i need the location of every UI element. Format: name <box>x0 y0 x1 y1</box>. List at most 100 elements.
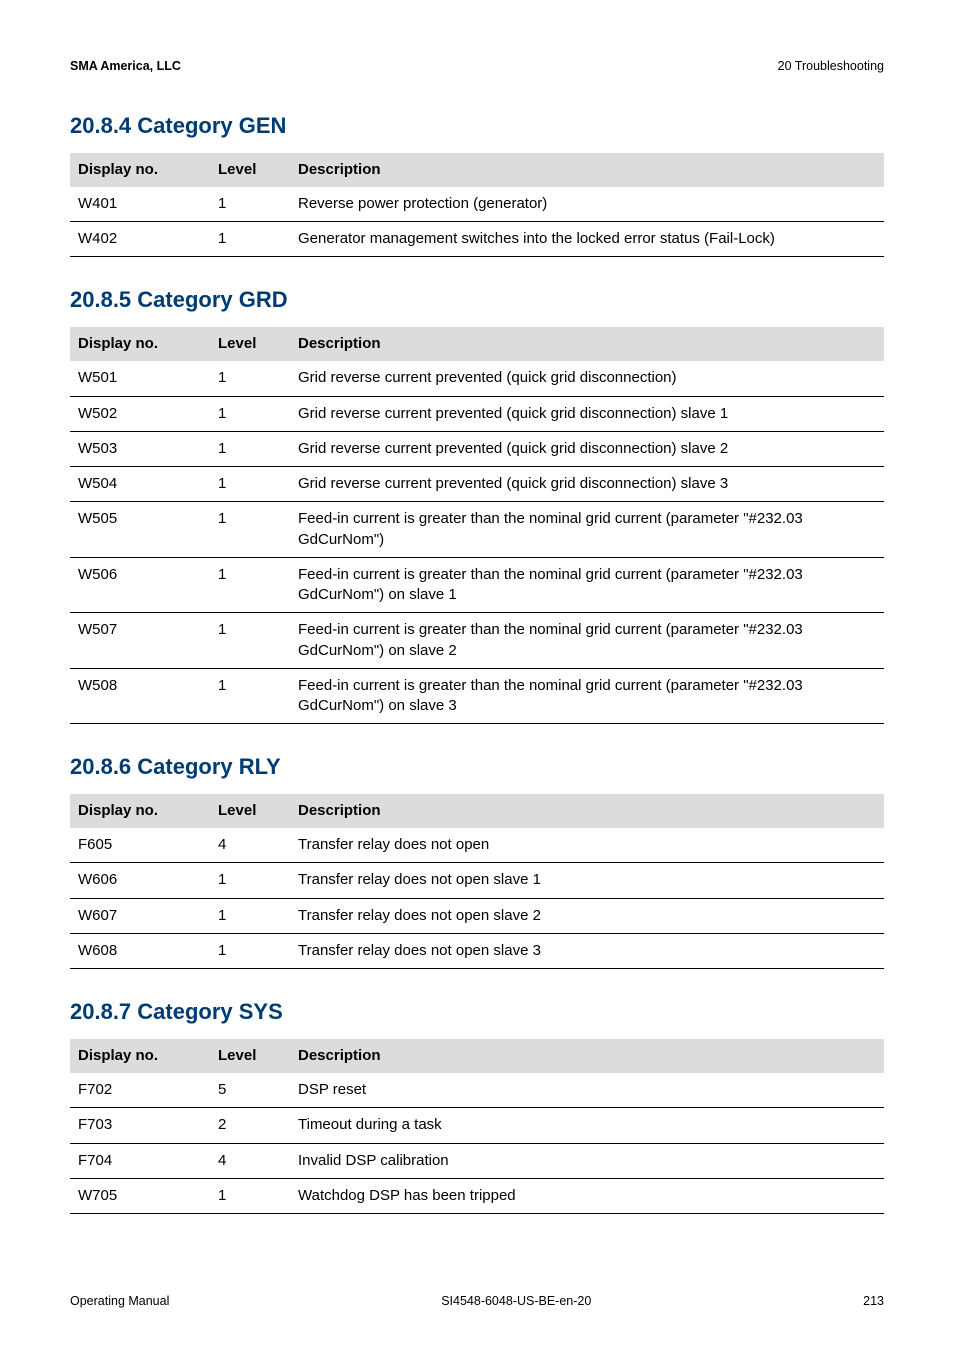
cell-description: Generator management switches into the l… <box>290 222 884 257</box>
cell-description: Grid reverse current prevented (quick gr… <box>290 467 884 502</box>
cell-display-no: W607 <box>70 898 210 933</box>
cell-level: 4 <box>210 828 290 863</box>
cell-level: 1 <box>210 557 290 613</box>
col-display-no: Display no. <box>70 794 210 828</box>
table-row: W608 1 Transfer relay does not open slav… <box>70 933 884 968</box>
page-footer: Operating Manual SI4548-6048-US-BE-en-20… <box>70 1293 884 1310</box>
table-row: W507 1 Feed-in current is greater than t… <box>70 613 884 669</box>
cell-level: 1 <box>210 467 290 502</box>
cell-display-no: W608 <box>70 933 210 968</box>
cell-display-no: W505 <box>70 502 210 558</box>
col-level: Level <box>210 1039 290 1073</box>
table-header-row: Display no. Level Description <box>70 794 884 828</box>
cell-display-no: W606 <box>70 863 210 898</box>
cell-description: Feed-in current is greater than the nomi… <box>290 502 884 558</box>
cell-level: 1 <box>210 431 290 466</box>
table-row: W505 1 Feed-in current is greater than t… <box>70 502 884 558</box>
cell-display-no: F703 <box>70 1108 210 1143</box>
cell-description: Invalid DSP calibration <box>290 1143 884 1178</box>
cell-display-no: F702 <box>70 1073 210 1108</box>
cell-description: Watchdog DSP has been tripped <box>290 1178 884 1213</box>
cell-display-no: W507 <box>70 613 210 669</box>
cell-display-no: W504 <box>70 467 210 502</box>
table-header-row: Display no. Level Description <box>70 153 884 187</box>
table-row: W501 1 Grid reverse current prevented (q… <box>70 361 884 396</box>
table-row: W401 1 Reverse power protection (generat… <box>70 187 884 222</box>
cell-display-no: W705 <box>70 1178 210 1213</box>
section-title: 20.8.4 Category GEN <box>70 111 884 141</box>
page-header: SMA America, LLC 20 Troubleshooting <box>70 58 884 75</box>
footer-left: Operating Manual <box>70 1293 169 1310</box>
col-display-no: Display no. <box>70 153 210 187</box>
table-row: W402 1 Generator management switches int… <box>70 222 884 257</box>
cell-display-no: W401 <box>70 187 210 222</box>
table-rly: Display no. Level Description F605 4 Tra… <box>70 794 884 969</box>
cell-level: 1 <box>210 396 290 431</box>
cell-description: Transfer relay does not open slave 1 <box>290 863 884 898</box>
section-title: 20.8.7 Category SYS <box>70 997 884 1027</box>
cell-level: 5 <box>210 1073 290 1108</box>
cell-level: 1 <box>210 187 290 222</box>
cell-display-no: W502 <box>70 396 210 431</box>
cell-description: Grid reverse current prevented (quick gr… <box>290 396 884 431</box>
table-row: W506 1 Feed-in current is greater than t… <box>70 557 884 613</box>
table-row: F703 2 Timeout during a task <box>70 1108 884 1143</box>
table-row: W503 1 Grid reverse current prevented (q… <box>70 431 884 466</box>
cell-display-no: F605 <box>70 828 210 863</box>
table-row: W606 1 Transfer relay does not open slav… <box>70 863 884 898</box>
cell-level: 2 <box>210 1108 290 1143</box>
cell-level: 1 <box>210 863 290 898</box>
table-row: F605 4 Transfer relay does not open <box>70 828 884 863</box>
cell-description: Feed-in current is greater than the nomi… <box>290 557 884 613</box>
header-left: SMA America, LLC <box>70 58 181 75</box>
table-row: W508 1 Feed-in current is greater than t… <box>70 668 884 724</box>
cell-level: 1 <box>210 1178 290 1213</box>
footer-center: SI4548-6048-US-BE-en-20 <box>441 1293 591 1310</box>
table-row: F702 5 DSP reset <box>70 1073 884 1108</box>
cell-description: Feed-in current is greater than the nomi… <box>290 613 884 669</box>
table-grd: Display no. Level Description W501 1 Gri… <box>70 327 884 724</box>
cell-display-no: W508 <box>70 668 210 724</box>
cell-description: Reverse power protection (generator) <box>290 187 884 222</box>
footer-right: 213 <box>863 1293 884 1310</box>
table-header-row: Display no. Level Description <box>70 1039 884 1073</box>
cell-display-no: W506 <box>70 557 210 613</box>
col-display-no: Display no. <box>70 1039 210 1073</box>
col-level: Level <box>210 327 290 361</box>
table-sys: Display no. Level Description F702 5 DSP… <box>70 1039 884 1214</box>
col-description: Description <box>290 153 884 187</box>
cell-description: Transfer relay does not open slave 3 <box>290 933 884 968</box>
cell-display-no: W402 <box>70 222 210 257</box>
table-row: W607 1 Transfer relay does not open slav… <box>70 898 884 933</box>
col-level: Level <box>210 794 290 828</box>
cell-level: 1 <box>210 613 290 669</box>
cell-display-no: F704 <box>70 1143 210 1178</box>
cell-level: 4 <box>210 1143 290 1178</box>
col-display-no: Display no. <box>70 327 210 361</box>
section-title: 20.8.6 Category RLY <box>70 752 884 782</box>
cell-description: Transfer relay does not open <box>290 828 884 863</box>
table-header-row: Display no. Level Description <box>70 327 884 361</box>
table-row: W504 1 Grid reverse current prevented (q… <box>70 467 884 502</box>
cell-display-no: W501 <box>70 361 210 396</box>
col-description: Description <box>290 794 884 828</box>
cell-level: 1 <box>210 222 290 257</box>
cell-level: 1 <box>210 898 290 933</box>
header-right: 20 Troubleshooting <box>778 58 884 75</box>
cell-level: 1 <box>210 502 290 558</box>
table-row: W705 1 Watchdog DSP has been tripped <box>70 1178 884 1213</box>
cell-description: Transfer relay does not open slave 2 <box>290 898 884 933</box>
table-row: F704 4 Invalid DSP calibration <box>70 1143 884 1178</box>
cell-level: 1 <box>210 933 290 968</box>
cell-level: 1 <box>210 361 290 396</box>
table-gen: Display no. Level Description W401 1 Rev… <box>70 153 884 258</box>
col-level: Level <box>210 153 290 187</box>
table-row: W502 1 Grid reverse current prevented (q… <box>70 396 884 431</box>
cell-description: Timeout during a task <box>290 1108 884 1143</box>
col-description: Description <box>290 1039 884 1073</box>
cell-description: Grid reverse current prevented (quick gr… <box>290 431 884 466</box>
cell-level: 1 <box>210 668 290 724</box>
cell-description: Grid reverse current prevented (quick gr… <box>290 361 884 396</box>
cell-description: DSP reset <box>290 1073 884 1108</box>
cell-description: Feed-in current is greater than the nomi… <box>290 668 884 724</box>
